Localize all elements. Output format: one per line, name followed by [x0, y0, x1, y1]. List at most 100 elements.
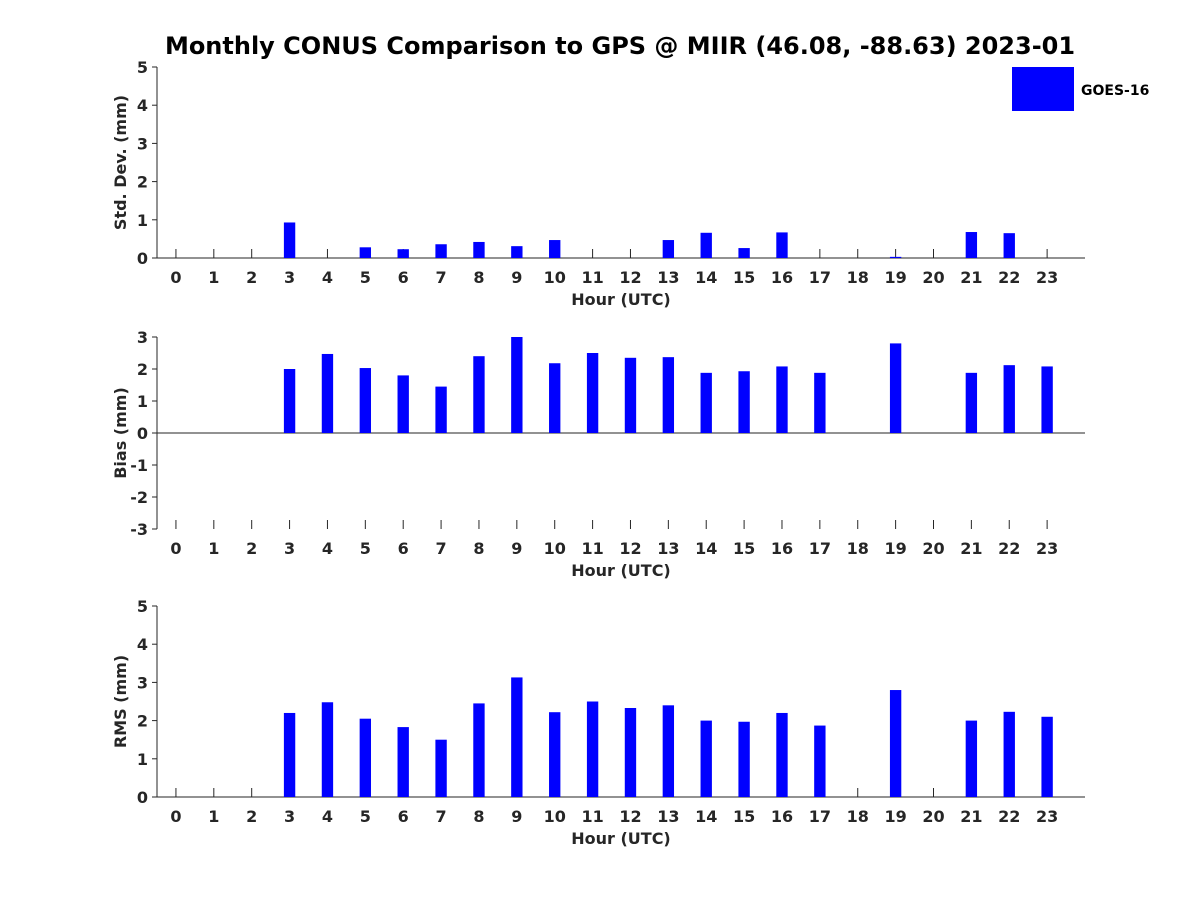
- x-tick-label: 0: [170, 268, 181, 287]
- x-tick-label: 15: [733, 807, 755, 826]
- y-tick-label: 2: [137, 712, 148, 731]
- bar-hour-12: [624, 707, 637, 797]
- bar-hour-16: [776, 712, 788, 797]
- y-tick-label: 1: [137, 211, 148, 230]
- y-tick-label: 5: [137, 58, 148, 77]
- bar-hour-8: [473, 703, 485, 797]
- x-tick-label: 13: [657, 539, 679, 558]
- x-tick-label: 5: [360, 807, 371, 826]
- bar-hour-11: [586, 353, 599, 433]
- y-tick-label: 5: [137, 597, 148, 616]
- y-tick-label: 1: [137, 392, 148, 411]
- y-tick-label: -1: [130, 456, 148, 475]
- x-tick-label: 23: [1036, 539, 1058, 558]
- x-axis-label: Hour (UTC): [571, 290, 671, 309]
- legend-label: GOES-16: [1081, 83, 1149, 99]
- x-tick-label: 1: [208, 268, 219, 287]
- x-tick-label: 0: [170, 539, 181, 558]
- x-tick-label: 10: [544, 268, 566, 287]
- bar-hour-13: [662, 705, 675, 797]
- x-tick-label: 20: [922, 807, 944, 826]
- bar-hour-9: [511, 337, 523, 433]
- x-tick-label: 17: [809, 807, 831, 826]
- bar-hour-5: [359, 718, 372, 797]
- y-tick-label: 0: [137, 788, 148, 807]
- x-tick-label: 13: [657, 268, 679, 287]
- bar-hour-15: [738, 371, 750, 433]
- x-axis-label: Hour (UTC): [571, 829, 671, 848]
- y-tick-label: -3: [130, 520, 148, 539]
- x-tick-label: 7: [436, 539, 447, 558]
- bar-hour-13: [662, 357, 675, 433]
- bar-hour-4: [321, 353, 334, 433]
- bar-hour-17: [814, 725, 826, 797]
- bar-hour-15: [738, 721, 750, 797]
- x-tick-label: 14: [695, 807, 717, 826]
- bar-hour-8: [473, 356, 485, 433]
- bar-hour-22: [1003, 233, 1015, 258]
- bar-hour-6: [397, 727, 409, 797]
- x-tick-label: 13: [657, 807, 679, 826]
- x-tick-label: 12: [619, 268, 641, 287]
- x-tick-label: 17: [809, 268, 831, 287]
- x-tick-label: 5: [360, 539, 371, 558]
- x-tick-label: 11: [581, 807, 603, 826]
- bar-hour-23: [1041, 366, 1053, 433]
- x-tick-label: 6: [398, 539, 409, 558]
- x-tick-label: 20: [922, 268, 944, 287]
- x-tick-label: 1: [208, 807, 219, 826]
- bar-hour-22: [1003, 365, 1015, 433]
- bar-hour-11: [586, 701, 599, 797]
- x-tick-label: 9: [511, 807, 522, 826]
- x-tick-label: 9: [511, 539, 522, 558]
- x-tick-label: 7: [436, 807, 447, 826]
- x-tick-label: 6: [398, 807, 409, 826]
- x-tick-label: 20: [922, 539, 944, 558]
- bar-hour-3: [283, 712, 296, 797]
- x-tick-label: 15: [733, 539, 755, 558]
- bar-hour-14: [700, 720, 712, 797]
- x-tick-label: 16: [771, 807, 793, 826]
- x-tick-label: 22: [998, 268, 1020, 287]
- x-tick-label: 15: [733, 268, 755, 287]
- x-tick-label: 17: [809, 539, 831, 558]
- bar-hour-10: [549, 240, 561, 258]
- x-tick-label: 19: [884, 539, 906, 558]
- bar-hour-16: [776, 232, 788, 258]
- y-tick-label: -2: [130, 488, 148, 507]
- legend-swatch: [1012, 67, 1074, 111]
- bar-hour-22: [1003, 711, 1015, 797]
- y-tick-label: 1: [137, 750, 148, 769]
- x-tick-label: 23: [1036, 807, 1058, 826]
- x-tick-label: 23: [1036, 268, 1058, 287]
- x-tick-label: 19: [884, 268, 906, 287]
- y-tick-label: 2: [137, 173, 148, 192]
- x-tick-label: 21: [960, 807, 982, 826]
- x-tick-label: 3: [284, 807, 295, 826]
- bar-hour-21: [965, 232, 978, 258]
- y-axis-label: Bias (mm): [111, 387, 130, 479]
- bar-hour-10: [549, 363, 561, 433]
- bar-hour-3: [283, 222, 296, 258]
- x-tick-label: 4: [322, 268, 333, 287]
- x-tick-label: 11: [581, 539, 603, 558]
- bar-hour-5: [359, 368, 372, 433]
- x-tick-label: 16: [771, 268, 793, 287]
- bar-hour-7: [435, 244, 447, 258]
- x-tick-label: 3: [284, 539, 295, 558]
- x-tick-label: 2: [246, 539, 257, 558]
- x-tick-label: 3: [284, 268, 295, 287]
- x-tick-label: 6: [398, 268, 409, 287]
- y-tick-label: 3: [137, 328, 148, 347]
- x-tick-label: 18: [847, 268, 869, 287]
- bar-hour-5: [359, 247, 372, 258]
- bar-hour-8: [473, 241, 485, 258]
- x-tick-label: 5: [360, 268, 371, 287]
- x-tick-label: 12: [619, 807, 641, 826]
- legend: GOES-16: [1012, 67, 1149, 111]
- bar-hour-14: [700, 232, 712, 258]
- x-tick-label: 22: [998, 539, 1020, 558]
